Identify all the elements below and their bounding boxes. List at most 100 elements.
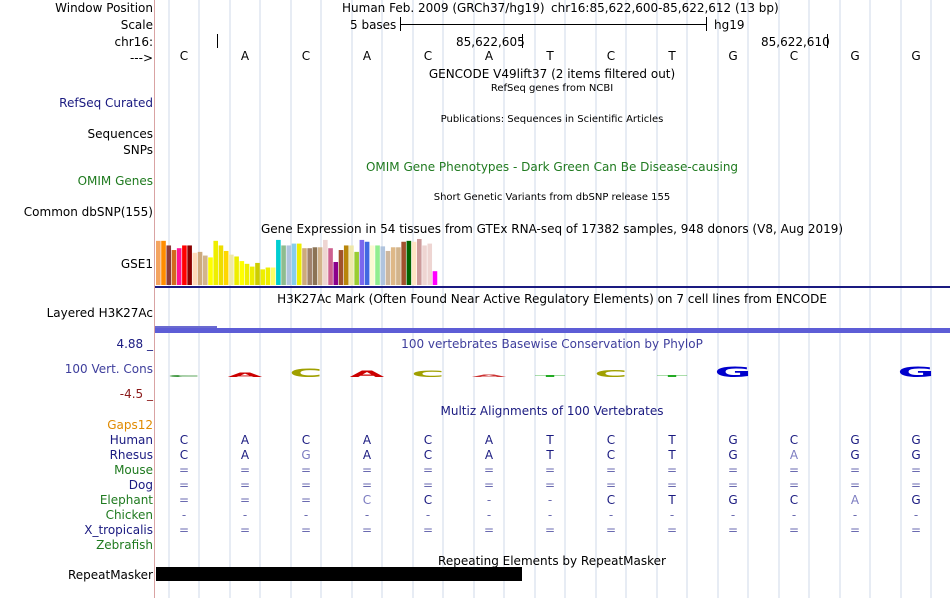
- multiz-base: C: [179, 433, 189, 447]
- base-letter: C: [301, 49, 311, 63]
- omim-track-label[interactable]: OMIM Genes: [77, 174, 153, 188]
- multiz-base: =: [727, 478, 739, 492]
- multiz-base: G: [850, 448, 860, 462]
- gtex-track-title[interactable]: Gene Expression in 54 tissues from GTEx …: [260, 222, 844, 236]
- cons-letter: C: [290, 367, 323, 380]
- multiz-base: C: [606, 433, 616, 447]
- multiz-base: A: [850, 493, 860, 507]
- scale-bar-right-tick: [706, 17, 707, 31]
- multiz-base: C: [606, 448, 616, 462]
- multiz-base: =: [910, 463, 922, 477]
- gtex-bar: [260, 269, 265, 285]
- multiz-base: =: [727, 523, 739, 537]
- gtex-track-label[interactable]: GSE1: [120, 257, 153, 271]
- multiz-species-label[interactable]: Dog: [128, 478, 153, 492]
- gtex-bar: [354, 251, 359, 285]
- multiz-base: C: [362, 493, 372, 507]
- gtex-bar: [176, 248, 182, 285]
- base-letter: T: [546, 49, 554, 63]
- h3k27ac-track-label[interactable]: Layered H3K27Ac: [46, 306, 153, 320]
- multiz-base: -: [486, 508, 492, 522]
- cons-track-title[interactable]: 100 vertebrates Basewise Conservation by…: [401, 337, 703, 351]
- multiz-base: =: [544, 463, 556, 477]
- refseq-subtitle: RefSeq genes from NCBI: [490, 83, 614, 94]
- base-letter: A: [484, 49, 494, 63]
- dbsnp-subtitle: Short Genetic Variants from dbSNP releas…: [433, 192, 671, 203]
- multiz-base: A: [240, 433, 250, 447]
- multiz-species-label[interactable]: Zebrafish: [96, 538, 153, 552]
- h3k27ac-signal-band: [155, 328, 950, 333]
- gencode-track-title[interactable]: GENCODE V49lift37 (2 items filtered out): [428, 67, 676, 81]
- gtex-bar: [427, 243, 433, 285]
- gtex-bar: [182, 245, 187, 285]
- gtex-bar: [343, 245, 349, 285]
- window-position-label: Window Position: [55, 1, 153, 15]
- multiz-base: =: [544, 523, 556, 537]
- multiz-base: =: [849, 523, 861, 537]
- gtex-bar-chart[interactable]: [155, 237, 950, 289]
- scale-text: 5 bases: [350, 18, 397, 32]
- cons-letter: A: [350, 369, 385, 380]
- multiz-track-title[interactable]: Multiz Alignments of 100 Vertebrates: [440, 404, 664, 418]
- multiz-base: T: [546, 433, 554, 447]
- multiz-species-label[interactable]: Chicken: [105, 508, 153, 522]
- gtex-bar: [401, 241, 406, 285]
- h3k27ac-track-title[interactable]: H3K27Ac Mark (Often Found Near Active Re…: [277, 292, 827, 306]
- snps-track-label[interactable]: SNPs: [123, 143, 153, 157]
- gtex-bar: [364, 241, 370, 285]
- omim-track-title[interactable]: OMIM Gene Phenotypes - Dark Green Can Be…: [365, 160, 739, 174]
- multiz-base: =: [849, 463, 861, 477]
- cons-letter: C: [595, 368, 628, 380]
- multiz-base: =: [788, 523, 800, 537]
- ruler-tick: [522, 34, 523, 48]
- refseq-track-label[interactable]: RefSeq Curated: [59, 96, 153, 110]
- gtex-bar: [312, 247, 318, 285]
- gtex-bar: [307, 248, 312, 285]
- multiz-base: -: [791, 508, 797, 522]
- multiz-base: C: [179, 448, 189, 462]
- base-letter: C: [179, 49, 189, 63]
- repeat-track-title[interactable]: Repeating Elements by RepeatMasker: [438, 554, 666, 568]
- assembly-label[interactable]: Human Feb. 2009 (GRCh37/hg19): [342, 1, 545, 15]
- multiz-species-label[interactable]: Elephant: [99, 493, 153, 507]
- multiz-base: -: [425, 508, 431, 522]
- scale-bar-left-tick: [400, 17, 401, 31]
- multiz-base: A: [789, 448, 799, 462]
- multiz-species-label[interactable]: Mouse: [114, 463, 153, 477]
- multiz-species-label[interactable]: Human: [109, 433, 153, 447]
- multiz-base: =: [422, 523, 434, 537]
- multiz-base: =: [239, 478, 251, 492]
- multiz-base: =: [300, 478, 312, 492]
- cons-track-label[interactable]: 100 Vert. Cons: [64, 362, 153, 376]
- multiz-base: =: [727, 463, 739, 477]
- multiz-base: -: [852, 508, 858, 522]
- ruler-tick: [217, 34, 218, 48]
- chrom-label: chr16:: [114, 35, 153, 49]
- gtex-bar: [349, 245, 354, 285]
- sequences-track-label[interactable]: Sequences: [87, 127, 153, 141]
- ruler-coord-2: 85,622,610: [761, 35, 830, 49]
- multiz-base: T: [668, 493, 676, 507]
- cons-axis-min: -4.5 _: [119, 387, 153, 401]
- multiz-base: G: [911, 433, 921, 447]
- dbsnp-track-label[interactable]: Common dbSNP(155): [23, 205, 153, 219]
- multiz-base: -: [547, 493, 553, 507]
- repeat-element-block[interactable]: [156, 567, 522, 581]
- multiz-base: =: [544, 478, 556, 492]
- gtex-bar: [234, 256, 239, 285]
- multiz-base: =: [666, 523, 678, 537]
- multiz-base: =: [300, 493, 312, 507]
- multiz-base: G: [911, 448, 921, 462]
- gaps-track-label[interactable]: Gaps12: [107, 418, 153, 432]
- cons-letter: A: [228, 371, 263, 378]
- gtex-bar: [406, 240, 412, 285]
- multiz-base: =: [422, 463, 434, 477]
- multiz-species-label[interactable]: X_tropicalis: [84, 523, 153, 537]
- gtex-bar: [333, 262, 339, 285]
- multiz-species-label[interactable]: Rhesus: [109, 448, 153, 462]
- cons-letter: A: [472, 374, 507, 378]
- repeat-track-label[interactable]: RepeatMasker: [67, 568, 153, 582]
- gtex-bar: [338, 250, 344, 285]
- multiz-base: A: [240, 448, 250, 462]
